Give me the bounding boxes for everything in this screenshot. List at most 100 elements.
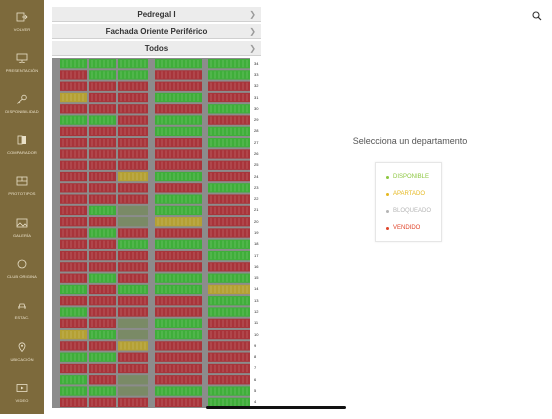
apartment-unit[interactable] (60, 318, 87, 328)
apartment-unit[interactable] (155, 273, 202, 283)
apartment-unit[interactable] (155, 92, 202, 103)
apartment-unit[interactable] (208, 273, 250, 283)
apartment-unit[interactable] (118, 104, 148, 114)
apartment-unit[interactable] (208, 205, 250, 216)
apartment-unit[interactable] (155, 171, 202, 182)
building-selector[interactable]: Pedregal I ❯ (52, 7, 261, 22)
apartment-unit[interactable] (155, 386, 202, 396)
apartment-unit[interactable] (155, 70, 202, 80)
apartment-unit[interactable] (208, 318, 250, 328)
apartment-unit[interactable] (60, 273, 87, 283)
apartment-unit[interactable] (208, 104, 250, 114)
apartment-unit[interactable] (89, 205, 116, 216)
sidebar-item-galeria[interactable]: GALERÍA (0, 218, 44, 254)
apartment-unit[interactable] (60, 363, 87, 374)
apartment-unit[interactable] (118, 160, 148, 170)
apartment-unit[interactable] (155, 250, 202, 261)
apartment-unit[interactable] (118, 149, 148, 159)
apartment-unit[interactable] (208, 284, 250, 295)
apartment-unit[interactable] (89, 81, 116, 91)
apartment-unit[interactable] (208, 59, 250, 69)
apartment-unit[interactable] (89, 160, 116, 170)
apartment-unit[interactable] (208, 397, 250, 407)
apartment-unit[interactable] (155, 160, 202, 170)
apartment-unit[interactable] (208, 329, 250, 340)
apartment-unit[interactable] (60, 171, 87, 182)
apartment-unit[interactable] (60, 296, 87, 306)
apartment-unit[interactable] (60, 375, 87, 385)
apartment-unit[interactable] (208, 194, 250, 204)
apartment-unit[interactable] (155, 228, 202, 238)
apartment-unit[interactable] (89, 341, 116, 351)
apartment-unit[interactable] (155, 375, 202, 385)
apartment-unit[interactable] (118, 92, 148, 103)
sidebar-item-ubicacion[interactable]: UBICACIÓN (0, 342, 44, 378)
apartment-unit[interactable] (60, 160, 87, 170)
apartment-unit[interactable] (89, 126, 116, 137)
sidebar-item-comparador[interactable]: COMPARADOR (0, 135, 44, 171)
apartment-unit[interactable] (89, 307, 116, 317)
sidebar-item-disponibilidad[interactable]: DISPONIBILIDAD (0, 94, 44, 130)
apartment-unit[interactable] (60, 386, 87, 396)
apartment-unit[interactable] (118, 228, 148, 238)
apartment-unit[interactable] (118, 70, 148, 80)
apartment-unit[interactable] (155, 296, 202, 306)
apartment-unit[interactable] (208, 228, 250, 238)
apartment-unit[interactable] (155, 115, 202, 125)
sidebar-item-volver[interactable]: VOLVER (0, 12, 44, 48)
apartment-unit[interactable] (155, 217, 202, 227)
apartment-unit[interactable] (118, 138, 148, 148)
apartment-unit[interactable] (118, 194, 148, 204)
apartment-unit[interactable] (208, 217, 250, 227)
apartment-unit[interactable] (208, 138, 250, 148)
apartment-unit[interactable] (89, 363, 116, 374)
apartment-unit[interactable] (155, 318, 202, 328)
apartment-unit[interactable] (118, 115, 148, 125)
apartment-unit[interactable] (60, 397, 87, 407)
apartment-unit[interactable] (89, 386, 116, 396)
apartment-unit[interactable] (89, 138, 116, 148)
apartment-unit[interactable] (60, 205, 87, 216)
apartment-unit[interactable] (118, 126, 148, 137)
apartment-unit[interactable] (89, 273, 116, 283)
apartment-unit[interactable] (208, 149, 250, 159)
apartment-unit[interactable] (208, 341, 250, 351)
apartment-unit[interactable] (208, 92, 250, 103)
apartment-unit[interactable] (118, 296, 148, 306)
apartment-unit[interactable] (60, 59, 87, 69)
apartment-unit[interactable] (208, 183, 250, 193)
sidebar-item-prototipos[interactable]: PROTOTIPOS (0, 176, 44, 212)
apartment-unit[interactable] (208, 375, 250, 385)
apartment-unit[interactable] (155, 397, 202, 407)
apartment-unit[interactable] (89, 375, 116, 385)
apartment-unit[interactable] (118, 341, 148, 351)
apartment-unit[interactable] (155, 262, 202, 272)
apartment-unit[interactable] (60, 81, 87, 91)
apartment-unit[interactable] (89, 59, 116, 69)
apartment-unit[interactable] (60, 262, 87, 272)
apartment-unit[interactable] (60, 329, 87, 340)
apartment-unit[interactable] (89, 296, 116, 306)
apartment-unit[interactable] (89, 352, 116, 362)
apartment-unit[interactable] (60, 126, 87, 137)
apartment-unit[interactable] (118, 81, 148, 91)
apartment-unit[interactable] (208, 160, 250, 170)
apartment-unit[interactable] (60, 92, 87, 103)
apartment-unit[interactable] (155, 329, 202, 340)
apartment-unit[interactable] (208, 171, 250, 182)
apartment-unit[interactable] (118, 397, 148, 407)
apartment-unit[interactable] (155, 104, 202, 114)
apartment-unit[interactable] (89, 70, 116, 80)
apartment-unit[interactable] (89, 284, 116, 295)
apartment-unit[interactable] (60, 239, 87, 249)
apartment-unit[interactable] (60, 138, 87, 148)
apartment-unit[interactable] (155, 138, 202, 148)
apartment-unit[interactable] (60, 284, 87, 295)
apartment-unit[interactable] (60, 341, 87, 351)
apartment-unit[interactable] (89, 183, 116, 193)
apartment-unit[interactable] (208, 239, 250, 249)
apartment-unit[interactable] (155, 352, 202, 362)
facade-selector[interactable]: Fachada Oriente Periférico ❯ (52, 24, 261, 39)
apartment-unit[interactable] (118, 59, 148, 69)
apartment-unit[interactable] (89, 239, 116, 249)
